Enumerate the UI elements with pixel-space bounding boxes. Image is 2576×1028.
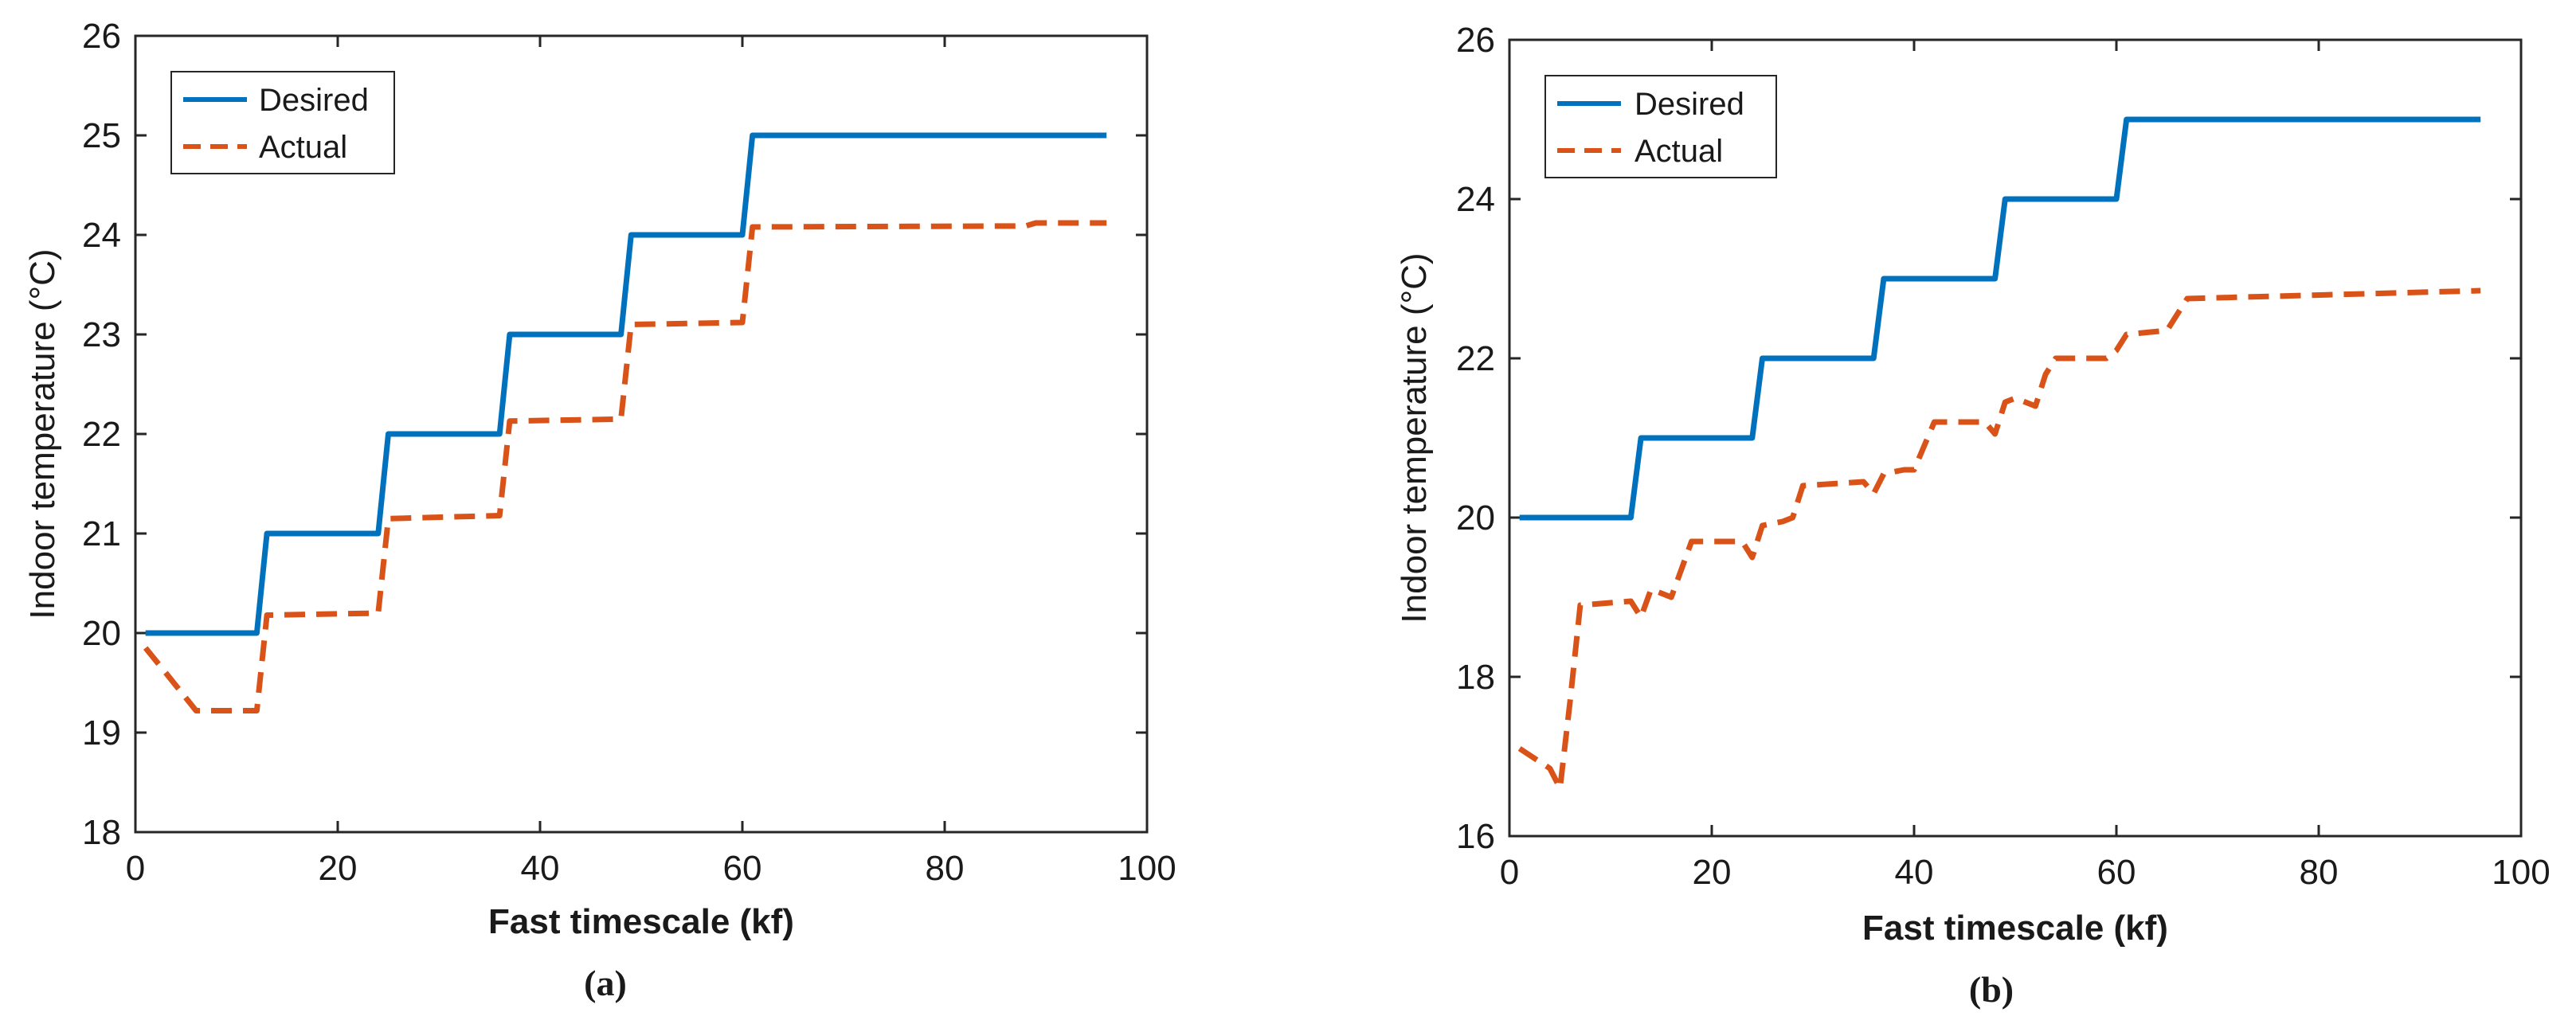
x-ticks-b: 0 20 40 60 80 100 [1500, 40, 2551, 892]
x-ticks-a: 0 20 40 60 80 100 [126, 36, 1176, 888]
legend-box-b [1544, 75, 1777, 178]
y-tick-label: 16 [1456, 817, 1495, 856]
series-lines-a [143, 132, 1107, 713]
y-tick-label: 22 [1456, 339, 1495, 378]
chart-panel-b: 0 20 40 60 80 100 16 18 20 22 24 26 Desired Actual… [1395, 21, 2551, 1010]
x-tick-label: 40 [521, 849, 560, 888]
y-tick-label: 21 [82, 514, 121, 553]
y-tick-label: 19 [82, 713, 121, 752]
legend-label-actual-b: Actual [1634, 134, 1723, 169]
x-tick-label: 20 [1693, 853, 1732, 892]
x-tick-label: 80 [926, 849, 965, 888]
series-line-actual [1517, 287, 2481, 792]
y-axis-label-a: Indoor temperature (°C) [23, 248, 62, 619]
y-tick-label: 22 [82, 415, 121, 454]
x-tick-label: 100 [1118, 849, 1176, 888]
x-tick-label: 20 [319, 849, 358, 888]
x-axis-label-a: Fast timescale (kf) [488, 902, 794, 941]
caption-a: (a) [584, 963, 627, 1003]
x-tick-label: 60 [723, 849, 762, 888]
x-tick-label: 100 [2492, 853, 2550, 892]
y-tick-label: 24 [82, 216, 121, 255]
y-tick-label: 24 [1456, 180, 1495, 219]
y-tick-label: 23 [82, 315, 121, 354]
caption-b: (b) [1969, 969, 2014, 1010]
y-axis-label-b: Indoor temperature (°C) [1395, 252, 1434, 623]
legend-b: Desired Actual [1544, 75, 1777, 178]
series-line-actual [143, 220, 1107, 713]
y-ticks-a: 18 19 20 21 22 23 24 25 26 [82, 17, 1147, 852]
x-tick-label: 60 [2097, 853, 2136, 892]
series-line-desired [1519, 116, 2481, 521]
x-tick-label: 0 [1500, 853, 1519, 892]
x-tick-label: 80 [2300, 853, 2339, 892]
y-tick-label: 18 [82, 813, 121, 852]
series-lines-b [1517, 116, 2481, 792]
y-tick-label: 20 [82, 614, 121, 653]
y-tick-label: 20 [1456, 498, 1495, 537]
y-ticks-b: 16 18 20 22 24 26 [1456, 21, 2521, 856]
x-tick-label: 40 [1895, 853, 1934, 892]
legend-label-desired-a: Desired [259, 83, 369, 118]
legend-label-desired-b: Desired [1634, 87, 1744, 122]
x-tick-label: 0 [126, 849, 145, 888]
legend-a: Desired Actual [170, 71, 395, 174]
x-axis-label-b: Fast timescale (kf) [1862, 909, 2168, 948]
legend-label-actual-a: Actual [259, 130, 347, 165]
y-tick-label: 25 [82, 116, 121, 155]
y-tick-label: 26 [82, 17, 121, 56]
legend-box-a [170, 71, 395, 174]
chart-panel-a: 0 20 40 60 80 100 18 19 20 21 22 23 24 25 26 Desired … [23, 17, 1176, 1003]
series-line-desired [145, 132, 1107, 636]
y-tick-label: 18 [1456, 658, 1495, 697]
y-tick-label: 26 [1456, 21, 1495, 60]
